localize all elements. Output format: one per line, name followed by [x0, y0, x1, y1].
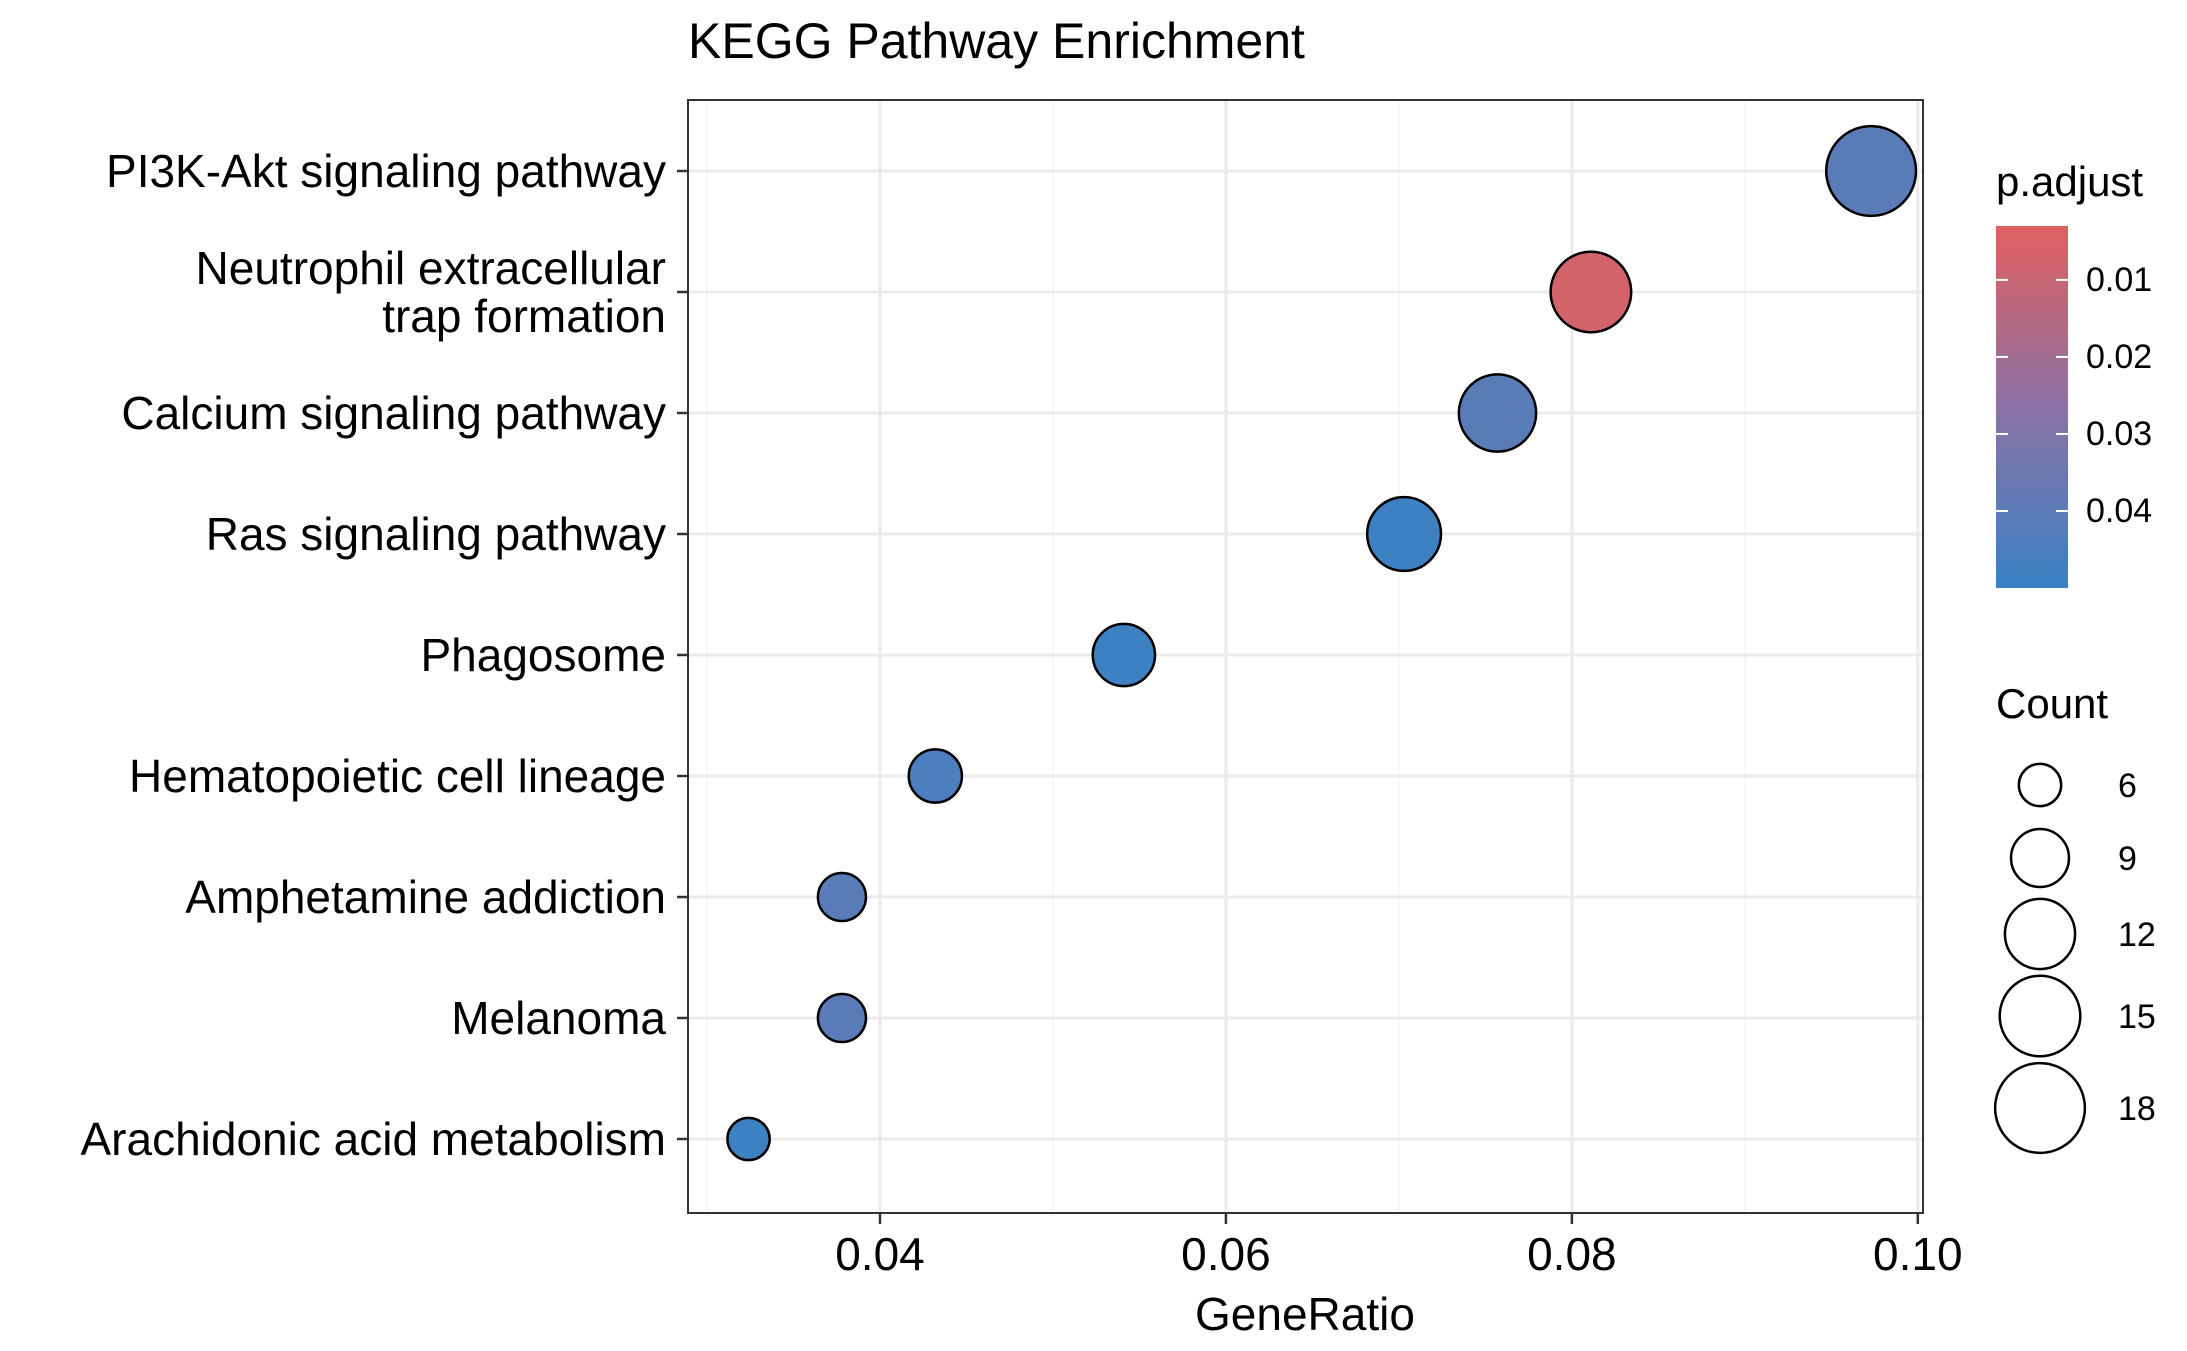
major-gridlines: [688, 100, 1923, 1213]
data-point: [1365, 495, 1443, 573]
count-legend-circle: [2017, 762, 2063, 808]
count-legend-circle: [1998, 974, 2082, 1058]
y-tick-label: trap formation: [382, 290, 666, 342]
colorbar-ticks: 0.01 0.02 0.03 0.04: [1996, 261, 2152, 530]
p-adjust-legend-title: p.adjust: [1996, 158, 2143, 205]
count-legend-circle: [1993, 1061, 2087, 1155]
colorbar-tick-label: 0.03: [2086, 415, 2152, 453]
panel-border: [687, 99, 1924, 1214]
data-point: [1457, 373, 1538, 453]
p-adjust-legend: p.adjust 0.01 0.02 0.03 0.04: [1996, 158, 2152, 588]
y-tick-label: Ras signaling pathway: [206, 508, 666, 560]
count-legend-label: 12: [2118, 916, 2156, 954]
count-legend-keys: 6 9 12 15 18: [1993, 762, 2156, 1155]
y-tick-label: Arachidonic acid metabolism: [81, 1113, 667, 1165]
data-point: [726, 1116, 771, 1162]
data-point: [1824, 124, 1918, 218]
colorbar-tick-label: 0.04: [2086, 492, 2152, 530]
x-tick-label: 0.08: [1527, 1228, 1617, 1280]
count-legend-label: 18: [2118, 1090, 2156, 1128]
count-legend-label: 6: [2118, 767, 2137, 805]
y-tick-label: Phagosome: [421, 629, 667, 681]
x-tick-label: 0.10: [1873, 1228, 1963, 1280]
y-tick-label: Hematopoietic cell lineage: [129, 750, 666, 802]
count-legend: Count 6 9 12 15 18: [1993, 680, 2156, 1155]
chart-title: KEGG Pathway Enrichment: [688, 13, 1305, 69]
data-point: [1549, 250, 1633, 334]
x-tick-label: 0.06: [1181, 1228, 1271, 1280]
x-tick-label: 0.04: [835, 1228, 925, 1280]
data-point: [816, 992, 868, 1044]
plot-panel: [687, 99, 1924, 1214]
data-point: [907, 748, 964, 804]
x-axis-title: GeneRatio: [1195, 1288, 1415, 1340]
colorbar-tick-label: 0.01: [2086, 261, 2152, 299]
x-axis: 0.04 0.06 0.08 0.10: [835, 1213, 1963, 1280]
data-points: [726, 124, 1918, 1162]
data-point: [1091, 622, 1157, 688]
data-point: [816, 871, 868, 923]
y-tick-label: Neutrophil extracellular: [196, 242, 666, 294]
count-legend-circle: [2009, 827, 2071, 889]
y-tick-label: Melanoma: [451, 992, 666, 1044]
y-tick-label: Amphetamine addiction: [185, 871, 666, 923]
count-legend-label: 15: [2118, 998, 2156, 1036]
count-legend-label: 9: [2118, 840, 2137, 878]
count-legend-title: Count: [1996, 680, 2108, 727]
y-tick-label: PI3K-Akt signaling pathway: [106, 145, 666, 197]
count-legend-circle: [2003, 897, 2077, 971]
colorbar-tick-label: 0.02: [2086, 338, 2152, 376]
y-tick-label: Calcium signaling pathway: [121, 387, 666, 439]
y-axis: PI3K-Akt signaling pathway Neutrophil ext…: [81, 145, 688, 1165]
p-adjust-colorbar: [1996, 226, 2068, 588]
